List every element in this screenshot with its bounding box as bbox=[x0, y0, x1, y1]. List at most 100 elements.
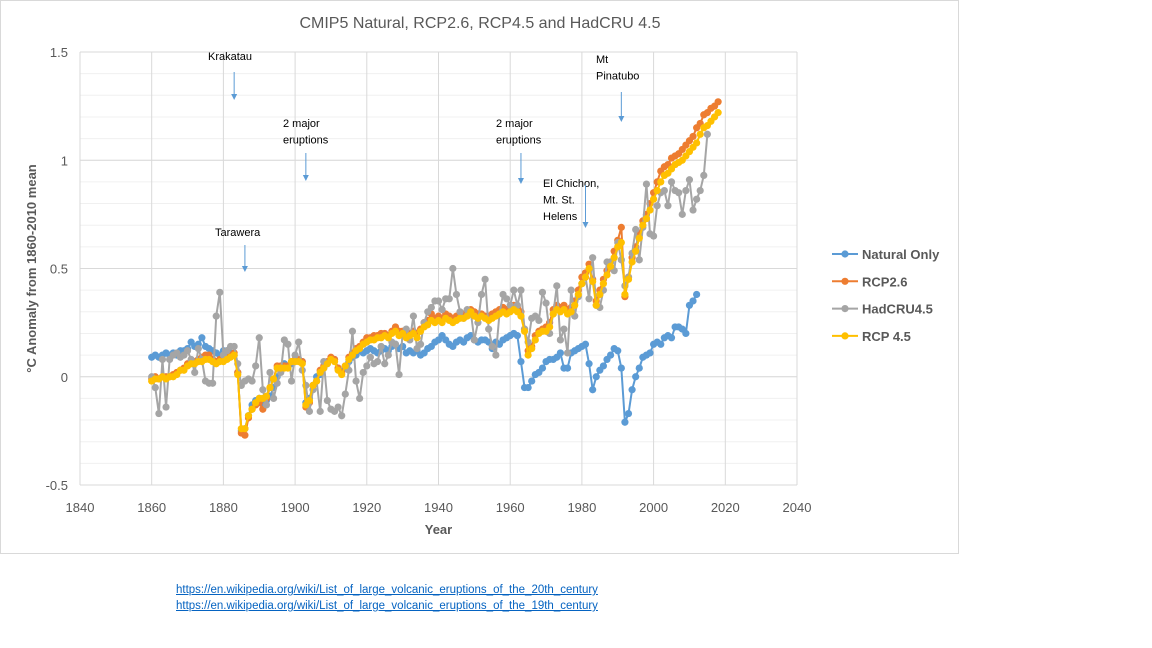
legend-label-rcp-4-5: RCP 4.5 bbox=[862, 329, 911, 344]
data-point-hadcru4-5 bbox=[449, 264, 457, 273]
data-point-hadcru4-5 bbox=[352, 377, 360, 385]
data-point-rcp-4-5 bbox=[628, 258, 636, 266]
data-point-rcp-4-5 bbox=[546, 323, 554, 331]
data-point-hadcru4-5 bbox=[703, 130, 711, 138]
data-point-rcp-4-5 bbox=[269, 375, 278, 383]
data-point-rcp-4-5 bbox=[592, 301, 600, 309]
data-point-natural-only bbox=[592, 373, 600, 381]
data-point-rcp-4-5 bbox=[574, 290, 582, 299]
data-point-hadcru4-5 bbox=[664, 202, 672, 210]
data-point-hadcru4-5 bbox=[470, 336, 478, 344]
data-point-hadcru4-5 bbox=[667, 178, 676, 186]
data-point-hadcru4-5 bbox=[284, 340, 292, 348]
data-point-rcp-4-5 bbox=[528, 345, 536, 353]
data-point-hadcru4-5 bbox=[556, 336, 564, 344]
data-point-hadcru4-5 bbox=[427, 303, 435, 312]
data-point-rcp-4-5 bbox=[657, 178, 665, 186]
data-point-hadcru4-5 bbox=[155, 409, 163, 418]
data-point-rcp-4-5 bbox=[578, 280, 586, 288]
data-point-rcp-4-5 bbox=[341, 362, 349, 370]
data-point-hadcru4-5 bbox=[563, 349, 572, 357]
y-tick-label: 0.5 bbox=[50, 262, 68, 277]
data-point-rcp2-6 bbox=[714, 98, 722, 106]
x-tick-label: 1840 bbox=[66, 500, 95, 515]
data-point-rcp-4-5 bbox=[696, 130, 704, 138]
data-point-hadcru4-5 bbox=[653, 202, 661, 210]
data-point-hadcru4-5 bbox=[295, 338, 303, 346]
data-point-natural-only bbox=[689, 297, 697, 305]
data-point-hadcru4-5 bbox=[248, 377, 256, 385]
data-point-hadcru4-5 bbox=[642, 180, 651, 188]
legend-label-rcp2-6: RCP2.6 bbox=[862, 274, 908, 289]
data-point-hadcru4-5 bbox=[567, 286, 575, 294]
data-point-rcp-4-5 bbox=[610, 254, 618, 262]
data-point-natural-only bbox=[198, 334, 206, 342]
data-point-hadcru4-5 bbox=[363, 362, 371, 370]
annotation-arrowhead bbox=[618, 116, 625, 122]
data-point-hadcru4-5 bbox=[287, 377, 296, 385]
legend-marker-natural-only bbox=[841, 250, 849, 258]
data-point-hadcru4-5 bbox=[316, 407, 324, 415]
data-point-rcp-4-5 bbox=[517, 312, 525, 320]
data-point-natural-only bbox=[513, 332, 521, 340]
annotation-arrowhead bbox=[517, 178, 524, 184]
data-point-natural-only bbox=[693, 290, 701, 299]
link-20th-century-eruptions[interactable]: https://en.wikipedia.org/wiki/List_of_la… bbox=[176, 584, 598, 596]
data-point-rcp-4-5 bbox=[589, 277, 597, 286]
data-point-natural-only bbox=[635, 364, 643, 372]
data-point-rcp2-6 bbox=[689, 132, 697, 141]
x-tick-label: 1920 bbox=[352, 500, 381, 515]
data-point-natural-only bbox=[628, 386, 636, 394]
data-point-hadcru4-5 bbox=[689, 206, 697, 214]
data-point-natural-only bbox=[667, 334, 676, 342]
annotation-text: 2 major bbox=[496, 118, 533, 130]
data-point-natural-only bbox=[589, 386, 597, 394]
y-axis-title: °C Anomaly from 1860-2010 mean bbox=[24, 164, 39, 373]
data-point-rcp-4-5 bbox=[284, 364, 292, 372]
data-point-rcp-4-5 bbox=[234, 370, 242, 379]
data-point-natural-only bbox=[581, 340, 590, 348]
data-point-hadcru4-5 bbox=[255, 334, 263, 342]
data-point-hadcru4-5 bbox=[585, 295, 593, 303]
link-19th-century-eruptions[interactable]: https://en.wikipedia.org/wiki/List_of_la… bbox=[176, 600, 598, 612]
legend-label-natural-only: Natural Only bbox=[862, 247, 940, 262]
data-point-rcp-4-5 bbox=[330, 357, 339, 366]
data-point-hadcru4-5 bbox=[341, 390, 349, 398]
data-point-rcp-4-5 bbox=[642, 215, 651, 223]
data-point-hadcru4-5 bbox=[560, 325, 568, 333]
data-point-hadcru4-5 bbox=[262, 401, 271, 409]
y-tick-label: 0 bbox=[61, 370, 68, 385]
data-point-hadcru4-5 bbox=[391, 340, 400, 348]
data-point-rcp-4-5 bbox=[603, 271, 611, 279]
data-point-natural-only bbox=[606, 351, 615, 359]
data-point-hadcru4-5 bbox=[538, 288, 547, 296]
y-tick-label: -0.5 bbox=[46, 478, 68, 493]
data-point-hadcru4-5 bbox=[503, 295, 511, 303]
data-point-hadcru4-5 bbox=[162, 403, 170, 411]
annotation-text: Mt. St. bbox=[543, 195, 575, 207]
data-point-hadcru4-5 bbox=[409, 312, 418, 320]
data-point-rcp-4-5 bbox=[653, 186, 661, 195]
data-point-hadcru4-5 bbox=[452, 290, 461, 299]
annotation-arrowhead bbox=[302, 175, 309, 181]
x-tick-label: 1960 bbox=[496, 500, 525, 515]
data-point-natural-only bbox=[538, 364, 547, 372]
data-point-rcp-4-5 bbox=[413, 334, 421, 342]
data-point-hadcru4-5 bbox=[259, 386, 267, 394]
data-point-hadcru4-5 bbox=[366, 353, 374, 361]
data-point-rcp-4-5 bbox=[617, 238, 625, 247]
legend-label-hadcru4-5: HadCRU4.5 bbox=[862, 302, 933, 317]
data-point-hadcru4-5 bbox=[151, 383, 159, 392]
data-point-rcp-4-5 bbox=[635, 234, 643, 242]
annotation-text: El Chichon, bbox=[543, 178, 599, 190]
x-tick-label: 1860 bbox=[137, 500, 166, 515]
data-point-hadcru4-5 bbox=[183, 347, 192, 355]
annotation-text: Pinatubo bbox=[596, 71, 639, 83]
chart-title: CMIP5 Natural, RCP2.6, RCP4.5 and HadCRU… bbox=[299, 15, 660, 32]
data-point-natural-only bbox=[614, 347, 622, 355]
data-point-rcp-4-5 bbox=[714, 109, 722, 117]
x-tick-label: 1900 bbox=[281, 500, 310, 515]
data-point-hadcru4-5 bbox=[660, 186, 668, 195]
data-point-rcp-4-5 bbox=[248, 405, 256, 413]
data-point-natural-only bbox=[682, 329, 690, 338]
